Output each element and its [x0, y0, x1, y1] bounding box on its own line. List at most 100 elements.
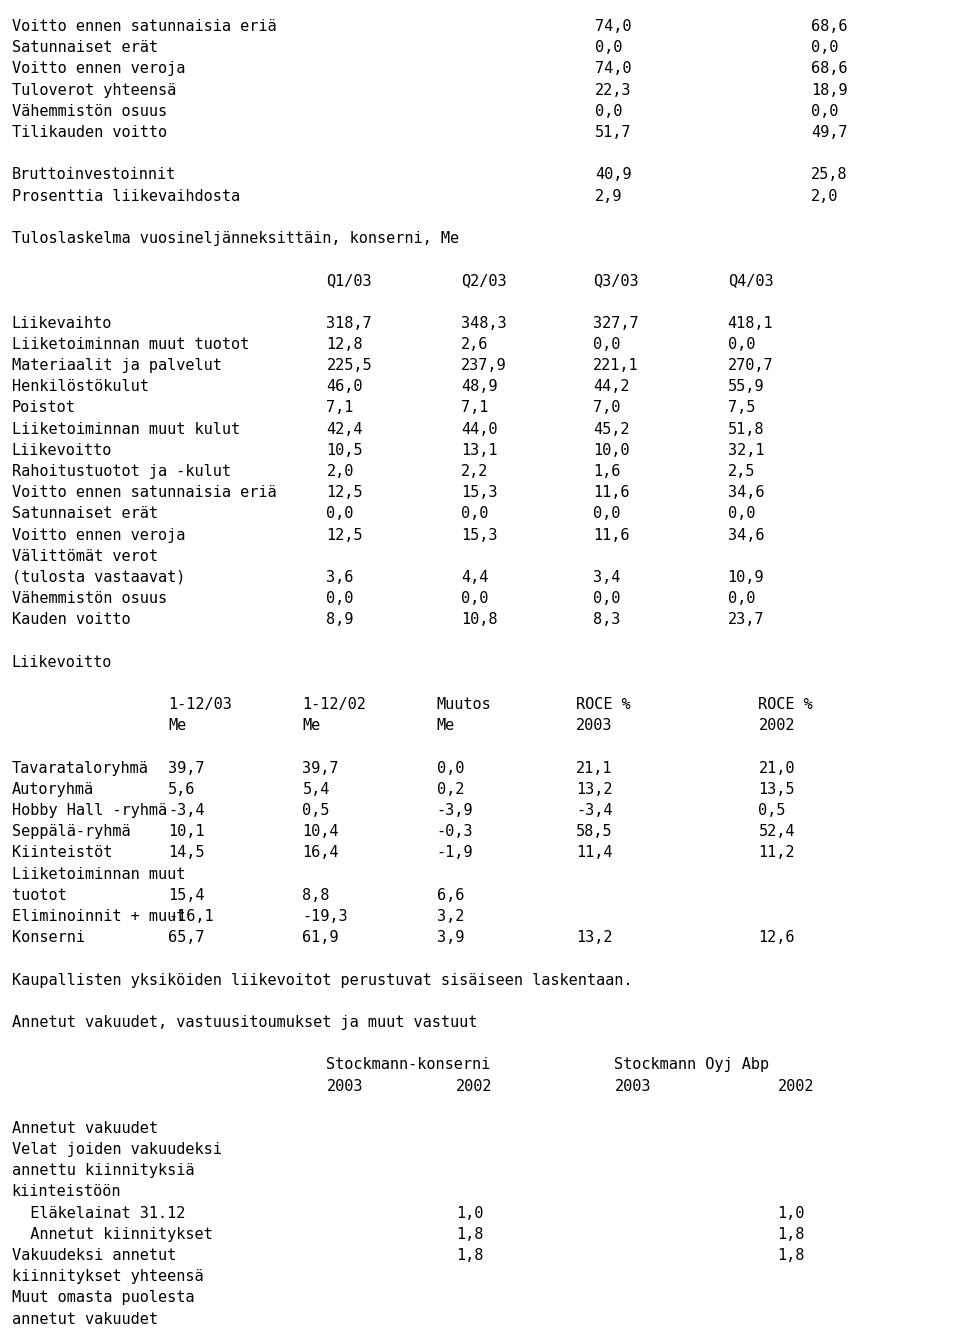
Text: 3,9: 3,9 [437, 930, 465, 945]
Text: Voitto ennen satunnaisia eriä: Voitto ennen satunnaisia eriä [12, 485, 276, 501]
Text: 32,1: 32,1 [728, 443, 764, 458]
Text: 13,2: 13,2 [576, 782, 612, 797]
Text: 7,1: 7,1 [326, 400, 354, 415]
Text: 348,3: 348,3 [461, 316, 507, 331]
Text: 11,4: 11,4 [576, 845, 612, 861]
Text: 34,6: 34,6 [728, 485, 764, 501]
Text: kiinnitykset yhteensä: kiinnitykset yhteensä [12, 1270, 204, 1284]
Text: ROCE %: ROCE % [576, 697, 631, 712]
Text: Q1/03: Q1/03 [326, 274, 372, 288]
Text: 0,5: 0,5 [758, 804, 786, 818]
Text: 0,0: 0,0 [728, 336, 756, 352]
Text: 5,4: 5,4 [302, 782, 330, 797]
Text: 51,7: 51,7 [595, 125, 632, 140]
Text: 1-12/02: 1-12/02 [302, 697, 367, 712]
Text: Liikevaihto: Liikevaihto [12, 316, 112, 331]
Text: Liiketoiminnan muut tuotot: Liiketoiminnan muut tuotot [12, 336, 249, 352]
Text: Kauden voitto: Kauden voitto [12, 613, 131, 627]
Text: 51,8: 51,8 [728, 422, 764, 437]
Text: 327,7: 327,7 [593, 316, 639, 331]
Text: 1,6: 1,6 [593, 465, 621, 479]
Text: Liikevoitto: Liikevoitto [12, 654, 112, 670]
Text: Stockmann Oyj Abp: Stockmann Oyj Abp [614, 1057, 770, 1072]
Text: 65,7: 65,7 [168, 930, 204, 945]
Text: Annetut kiinnitykset: Annetut kiinnitykset [12, 1227, 212, 1242]
Text: 10,0: 10,0 [593, 443, 630, 458]
Text: Me: Me [168, 718, 186, 733]
Text: 0,0: 0,0 [595, 40, 623, 55]
Text: 13,5: 13,5 [758, 782, 795, 797]
Text: -3,9: -3,9 [437, 804, 473, 818]
Text: Tuloverot yhteensä: Tuloverot yhteensä [12, 83, 176, 97]
Text: Voitto ennen veroja: Voitto ennen veroja [12, 61, 185, 76]
Text: Stockmann-konserni: Stockmann-konserni [326, 1057, 491, 1072]
Text: 8,3: 8,3 [593, 613, 621, 627]
Text: -16,1: -16,1 [168, 909, 214, 924]
Text: 0,0: 0,0 [461, 591, 489, 606]
Text: 15,3: 15,3 [461, 485, 497, 501]
Text: Autoryhmä: Autoryhmä [12, 782, 94, 797]
Text: 5,6: 5,6 [168, 782, 196, 797]
Text: 1,8: 1,8 [778, 1248, 805, 1263]
Text: -3,4: -3,4 [576, 804, 612, 818]
Text: 48,9: 48,9 [461, 379, 497, 394]
Text: 39,7: 39,7 [168, 761, 204, 776]
Text: 14,5: 14,5 [168, 845, 204, 861]
Text: Liiketoiminnan muut kulut: Liiketoiminnan muut kulut [12, 422, 240, 437]
Text: 7,0: 7,0 [593, 400, 621, 415]
Text: Liiketoiminnan muut: Liiketoiminnan muut [12, 866, 185, 881]
Text: 2,5: 2,5 [728, 465, 756, 479]
Text: 21,1: 21,1 [576, 761, 612, 776]
Text: (tulosta vastaavat): (tulosta vastaavat) [12, 570, 185, 585]
Text: 11,6: 11,6 [593, 527, 630, 542]
Text: 2,2: 2,2 [461, 465, 489, 479]
Text: 3,4: 3,4 [593, 570, 621, 585]
Text: Annetut vakuudet, vastuusitoumukset ja muut vastuut: Annetut vakuudet, vastuusitoumukset ja m… [12, 1015, 477, 1029]
Text: 1,8: 1,8 [456, 1248, 484, 1263]
Text: 8,9: 8,9 [326, 613, 354, 627]
Text: 7,5: 7,5 [728, 400, 756, 415]
Text: Hobby Hall -ryhmä: Hobby Hall -ryhmä [12, 804, 167, 818]
Text: 0,0: 0,0 [593, 591, 621, 606]
Text: 21,0: 21,0 [758, 761, 795, 776]
Text: 318,7: 318,7 [326, 316, 372, 331]
Text: 2002: 2002 [758, 718, 795, 733]
Text: 10,4: 10,4 [302, 824, 339, 840]
Text: 74,0: 74,0 [595, 61, 632, 76]
Text: 8,8: 8,8 [302, 888, 330, 902]
Text: 11,2: 11,2 [758, 845, 795, 861]
Text: Me: Me [437, 718, 455, 733]
Text: 12,5: 12,5 [326, 527, 363, 542]
Text: 0,2: 0,2 [437, 782, 465, 797]
Text: 49,7: 49,7 [811, 125, 848, 140]
Text: Prosenttia liikevaihdosta: Prosenttia liikevaihdosta [12, 188, 240, 204]
Text: 225,5: 225,5 [326, 358, 372, 372]
Text: 52,4: 52,4 [758, 824, 795, 840]
Text: 58,5: 58,5 [576, 824, 612, 840]
Text: 55,9: 55,9 [728, 379, 764, 394]
Text: Vähemmistön osuus: Vähemmistön osuus [12, 104, 167, 119]
Text: 2,0: 2,0 [326, 465, 354, 479]
Text: Rahoitustuotot ja -kulut: Rahoitustuotot ja -kulut [12, 465, 230, 479]
Text: 1,0: 1,0 [456, 1206, 484, 1220]
Text: 6,6: 6,6 [437, 888, 465, 902]
Text: ROCE %: ROCE % [758, 697, 813, 712]
Text: Eläkelainat 31.12: Eläkelainat 31.12 [12, 1206, 185, 1220]
Text: 15,4: 15,4 [168, 888, 204, 902]
Text: 15,3: 15,3 [461, 527, 497, 542]
Text: Tavarataloryhmä: Tavarataloryhmä [12, 761, 149, 776]
Text: 23,7: 23,7 [728, 613, 764, 627]
Text: Bruttoinvestoinnit: Bruttoinvestoinnit [12, 167, 176, 183]
Text: 237,9: 237,9 [461, 358, 507, 372]
Text: 44,0: 44,0 [461, 422, 497, 437]
Text: 68,6: 68,6 [811, 19, 848, 35]
Text: 270,7: 270,7 [728, 358, 774, 372]
Text: Satunnaiset erät: Satunnaiset erät [12, 506, 157, 522]
Text: 68,6: 68,6 [811, 61, 848, 76]
Text: Konserni: Konserni [12, 930, 84, 945]
Text: Q4/03: Q4/03 [728, 274, 774, 288]
Text: 25,8: 25,8 [811, 167, 848, 183]
Text: 22,3: 22,3 [595, 83, 632, 97]
Text: 7,1: 7,1 [461, 400, 489, 415]
Text: Materiaalit ja palvelut: Materiaalit ja palvelut [12, 358, 222, 372]
